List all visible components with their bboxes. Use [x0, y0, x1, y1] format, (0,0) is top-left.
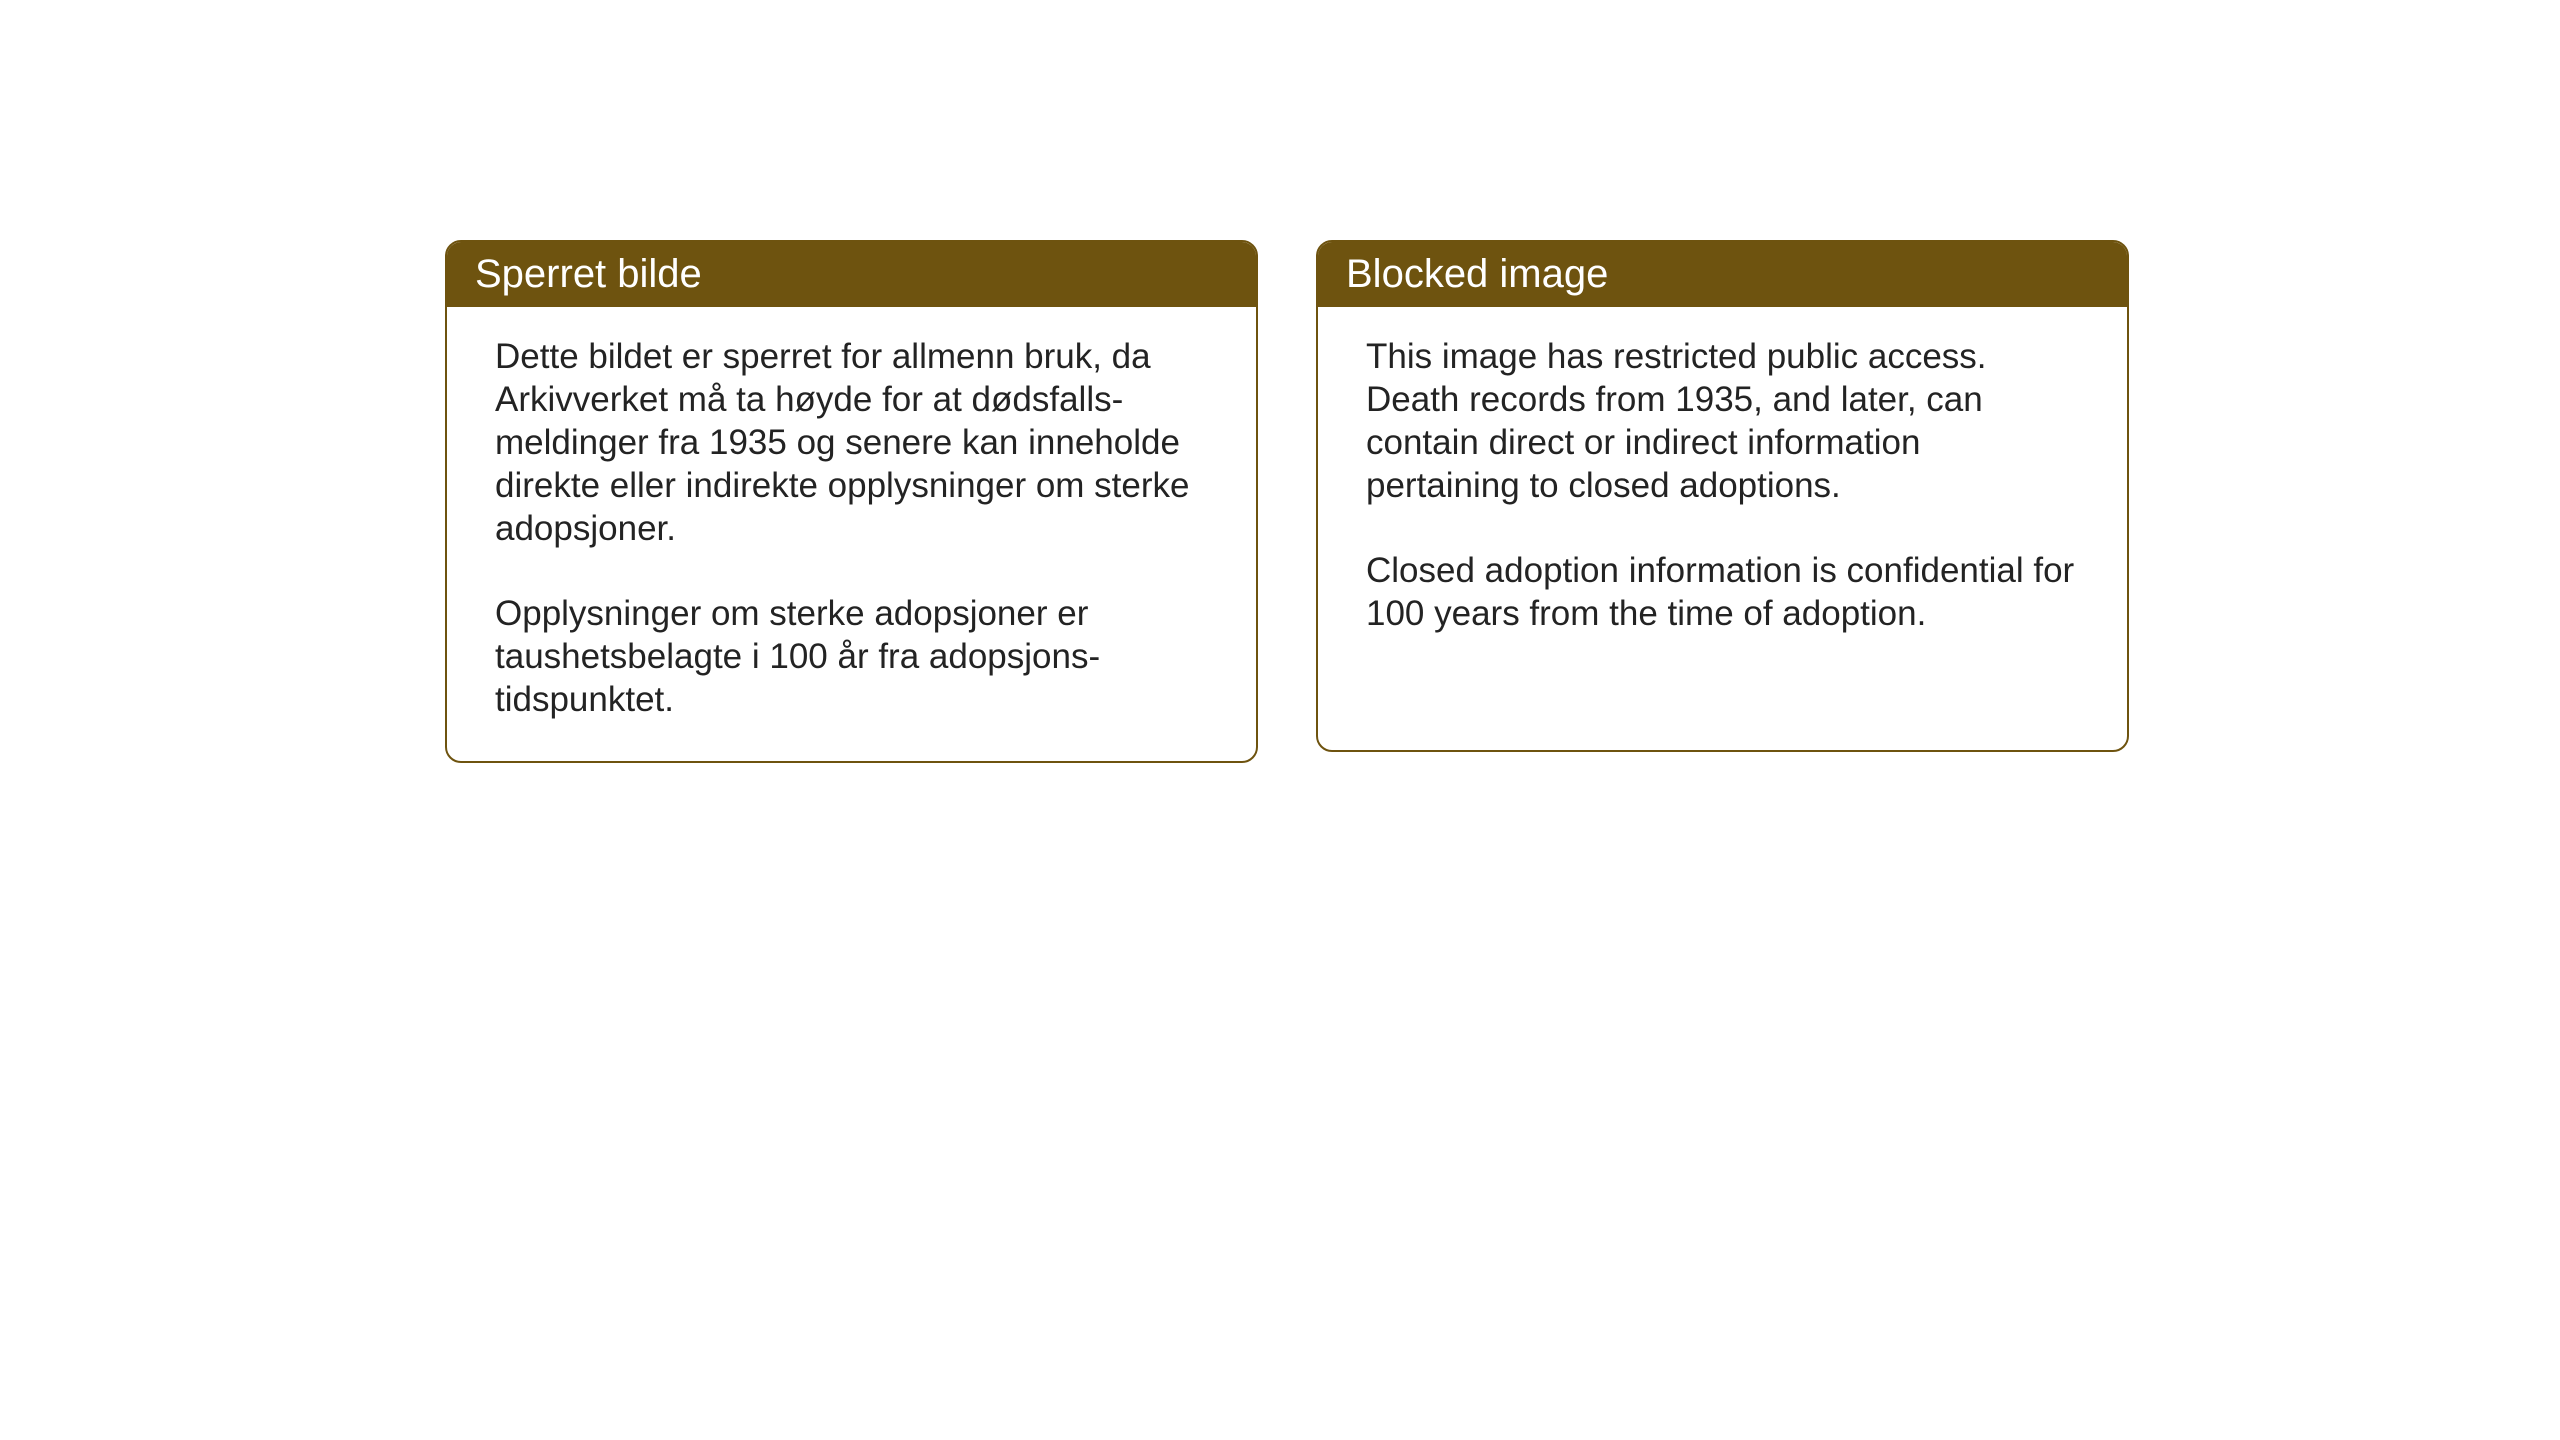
card-body-english: This image has restricted public access.… [1318, 307, 2127, 750]
card-paragraph-english-1: This image has restricted public access.… [1366, 335, 2079, 507]
notice-card-norwegian: Sperret bilde Dette bildet er sperret fo… [445, 240, 1258, 763]
card-header-english: Blocked image [1318, 242, 2127, 307]
notice-card-english: Blocked image This image has restricted … [1316, 240, 2129, 752]
card-header-norwegian: Sperret bilde [447, 242, 1256, 307]
card-title-norwegian: Sperret bilde [475, 252, 702, 296]
notice-container: Sperret bilde Dette bildet er sperret fo… [445, 240, 2129, 763]
card-body-norwegian: Dette bildet er sperret for allmenn bruk… [447, 307, 1256, 761]
card-paragraph-norwegian-1: Dette bildet er sperret for allmenn bruk… [495, 335, 1208, 550]
card-paragraph-english-2: Closed adoption information is confident… [1366, 549, 2079, 635]
card-paragraph-norwegian-2: Opplysninger om sterke adopsjoner er tau… [495, 592, 1208, 721]
card-title-english: Blocked image [1346, 252, 1608, 296]
